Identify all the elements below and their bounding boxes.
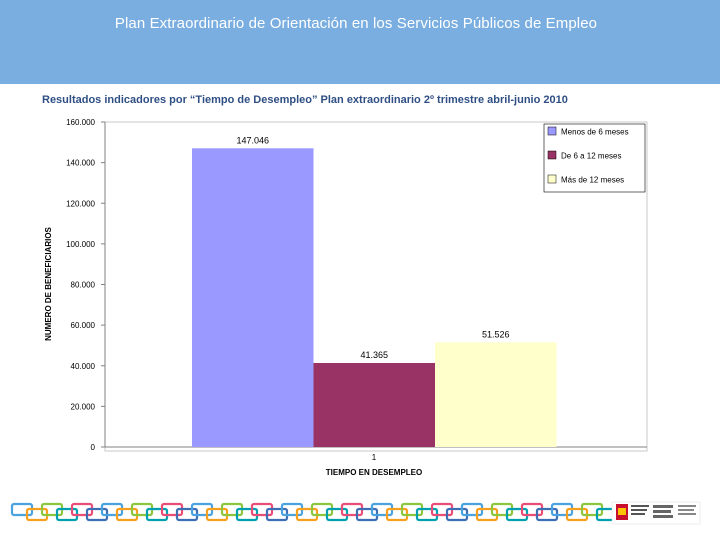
bar: [435, 342, 557, 447]
y-tick-label: 140.000: [66, 159, 95, 168]
legend-swatch: [547, 174, 557, 184]
y-tick-label: 20.000: [71, 402, 96, 411]
x-axis-title: TIEMPO EN DESEMPLEO: [326, 468, 422, 477]
legend-label: Menos de 6 meses: [561, 128, 629, 137]
legend-swatch: [547, 150, 557, 160]
y-tick-label: 40.000: [71, 362, 96, 371]
legend-label: De 6 a 12 meses: [561, 152, 621, 161]
y-tick-label: 160.000: [66, 118, 95, 127]
y-axis-title: NUMERO DE BENEFICIARIOS: [44, 226, 53, 340]
x-tick-label: 1: [372, 453, 377, 462]
data-label: 147.046: [236, 135, 269, 145]
page-title: Plan Extraordinario de Orientación en lo…: [114, 15, 598, 32]
legend-label: Más de 12 meses: [561, 176, 624, 185]
chart-subtitle: Resultados indicadores por “Tiempo de De…: [42, 94, 568, 106]
footer-decoration: [10, 501, 701, 525]
y-tick-label: 100.000: [66, 240, 95, 249]
bar: [313, 362, 435, 447]
header-banner: Plan Extraordinario de Orientación en lo…: [0, 0, 720, 84]
bar-chart: 0 20.000 40.000 60.000 80.000 100.000 120.000 1…: [44, 118, 648, 477]
y-tick-label: 60.000: [71, 321, 96, 330]
y-tick-label: 120.000: [66, 199, 95, 208]
y-tick-label: 80.000: [71, 281, 96, 290]
data-label: 51.526: [482, 329, 510, 339]
legend-box: [543, 123, 646, 193]
data-label: 41.365: [360, 350, 388, 360]
chain-links-icon: [10, 502, 619, 522]
bar: [192, 148, 314, 447]
y-tick-label: 0: [91, 443, 96, 452]
ministerio-logo-icon: [611, 501, 701, 525]
legend-swatch: [547, 126, 557, 136]
legend: Menos de 6 meses De 6 a 12 meses Más de 12…: [543, 123, 646, 193]
